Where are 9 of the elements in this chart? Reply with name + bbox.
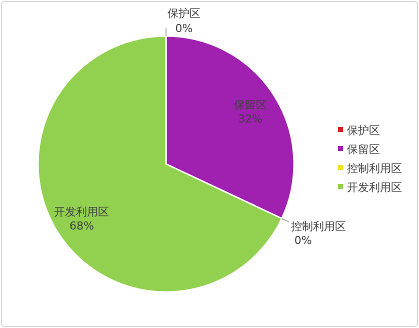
data-label: 开发利用区 68% <box>54 206 110 232</box>
data-label: 保护区 0% <box>166 7 200 36</box>
legend-label: 控制利用区 <box>291 220 346 233</box>
legend-label: 保留区 <box>347 143 380 156</box>
legend-label: 保护区 <box>347 124 380 137</box>
data-label: 控制利用区 0% <box>281 218 346 247</box>
data-label: 保留区 32% <box>234 98 267 126</box>
legend-label: 开发利用区 <box>347 181 402 194</box>
category-label: 控制利用区 <box>347 162 402 175</box>
